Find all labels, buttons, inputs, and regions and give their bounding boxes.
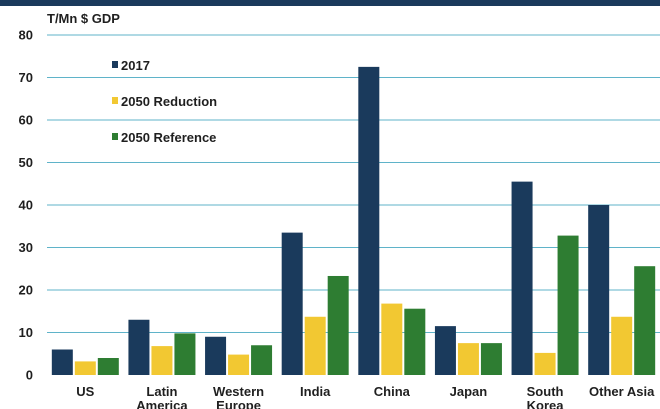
bar: [97, 358, 119, 375]
series-2017: [51, 66, 610, 375]
bar: [381, 303, 403, 375]
y-tick-label: 0: [26, 368, 33, 383]
bar: [457, 343, 479, 375]
bar: [480, 343, 502, 375]
legend-label: 2017: [121, 58, 150, 73]
legend-swatch: [112, 97, 118, 104]
bar: [534, 352, 556, 375]
x-tick-label: Europe: [216, 398, 261, 409]
x-tick-label: Other Asia: [589, 384, 655, 399]
bar: [557, 235, 579, 375]
y-tick-label: 60: [19, 113, 33, 128]
y-axis-label: T/Mn $ GDP: [47, 11, 120, 26]
bars: [51, 66, 656, 375]
bar: [634, 266, 656, 375]
bar: [74, 361, 96, 375]
bar: [588, 205, 610, 375]
bar: [404, 308, 426, 375]
x-tick-label: America: [136, 398, 188, 409]
legend-swatch: [112, 133, 118, 140]
bar: [128, 319, 150, 375]
legend: 2017 2050 Reduction 2050 Reference: [112, 58, 217, 145]
bar: [511, 181, 533, 375]
bar: [174, 333, 196, 375]
bar: [434, 326, 456, 375]
top-rule: [0, 0, 660, 6]
bar: [205, 336, 227, 375]
x-tick-label: Korea: [527, 398, 565, 409]
series-2050-reference: [97, 235, 656, 375]
y-tick-label: 10: [19, 325, 33, 340]
bar: [611, 316, 633, 375]
legend-label: 2050 Reference: [121, 130, 216, 145]
bar: [304, 316, 326, 375]
legend-label: 2050 Reduction: [121, 94, 217, 109]
bar: [228, 354, 250, 375]
x-tick-label: US: [76, 384, 94, 399]
y-tick-label: 80: [19, 28, 33, 43]
legend-swatch: [112, 61, 118, 68]
bar: [327, 275, 349, 375]
series-2050-reduction: [74, 303, 633, 375]
y-tick-label: 50: [19, 155, 33, 170]
x-tick-label: South: [527, 384, 564, 399]
x-tick-label: Western: [213, 384, 264, 399]
y-tick-label: 20: [19, 283, 33, 298]
y-tick-label: 40: [19, 198, 33, 213]
y-tick-label: 70: [19, 70, 33, 85]
y-tick-label: 30: [19, 240, 33, 255]
bar: [151, 346, 173, 375]
y-axis-ticks: 0 10 20 30 40 50 60 70 80: [19, 28, 33, 383]
x-tick-label: India: [300, 384, 331, 399]
bar: [358, 66, 380, 375]
bar: [281, 232, 303, 375]
x-tick-label: Latin: [146, 384, 177, 399]
x-tick-label: Japan: [450, 384, 488, 399]
bar: [51, 349, 73, 375]
x-tick-label: China: [374, 384, 411, 399]
bar: [251, 345, 273, 375]
